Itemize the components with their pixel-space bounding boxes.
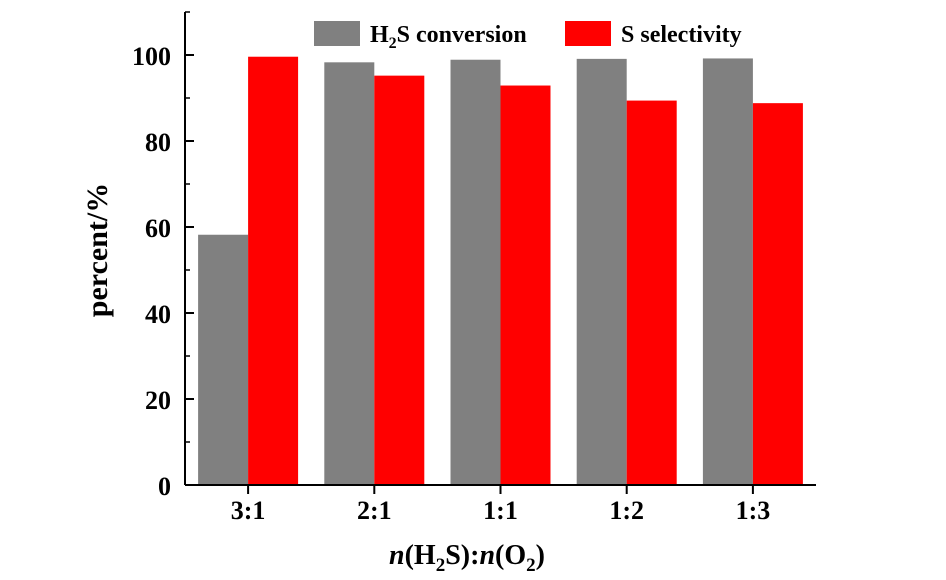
x-label-sub-2a: 2 — [436, 555, 446, 576]
bar-s-selectivity-1-3 — [752, 103, 803, 485]
bar-h2s-conversion-1-3 — [702, 58, 753, 485]
bar-s-selectivity-1-1 — [500, 85, 551, 485]
legend: H2S conversion S selectivity — [314, 21, 742, 52]
y-tick-label-20: 20 — [145, 386, 171, 415]
bars-group — [198, 56, 803, 486]
x-tick-label-3-1: 3:1 — [231, 496, 266, 525]
x-label-h2s-end: S): — [445, 540, 479, 571]
ticks-group: 0 20 40 60 80 100 3:1 2:1 1:1 1:2 1:3 — [132, 11, 771, 525]
legend-label-s-selectivity: S selectivity — [621, 22, 742, 48]
x-tick-label-1-1: 1:1 — [483, 496, 518, 525]
bar-h2s-conversion-2-1 — [324, 62, 375, 486]
legend-swatch-h2s-conversion — [314, 21, 360, 46]
y-tick-label-0: 0 — [158, 472, 171, 501]
x-label-h2s-main: (H — [405, 540, 436, 571]
y-tick-label-80: 80 — [145, 128, 171, 157]
bar-h2s-conversion-1-2 — [576, 58, 627, 486]
x-axis-label: n(H2S):n(O2) — [389, 540, 545, 576]
x-tick-label-1-2: 1:2 — [609, 496, 644, 525]
bar-s-selectivity-2-1 — [374, 75, 425, 485]
x-tick-label-2-1: 2:1 — [357, 496, 392, 525]
x-label-italic-n2: n — [479, 540, 495, 571]
y-tick-label-60: 60 — [145, 214, 171, 243]
x-label-o2-main: (O — [495, 540, 526, 571]
x-label-sub-2b: 2 — [526, 555, 536, 576]
bar-s-selectivity-1-2 — [626, 100, 677, 485]
x-label-italic-n: n — [389, 540, 405, 571]
x-tick-label-1-3: 1:3 — [736, 496, 771, 525]
bar-h2s-conversion-1-1 — [450, 59, 501, 485]
x-label-o2-end: ) — [536, 540, 545, 571]
legend-label-h2s-conversion: H2S conversion — [370, 22, 527, 52]
y-axis-label: percent/% — [81, 183, 114, 317]
y-tick-label-40: 40 — [145, 300, 171, 329]
legend-swatch-s-selectivity — [565, 21, 611, 46]
y-tick-label-100: 100 — [132, 42, 171, 71]
bar-s-selectivity-3-1 — [248, 56, 299, 485]
bar-h2s-conversion-3-1 — [198, 234, 249, 485]
